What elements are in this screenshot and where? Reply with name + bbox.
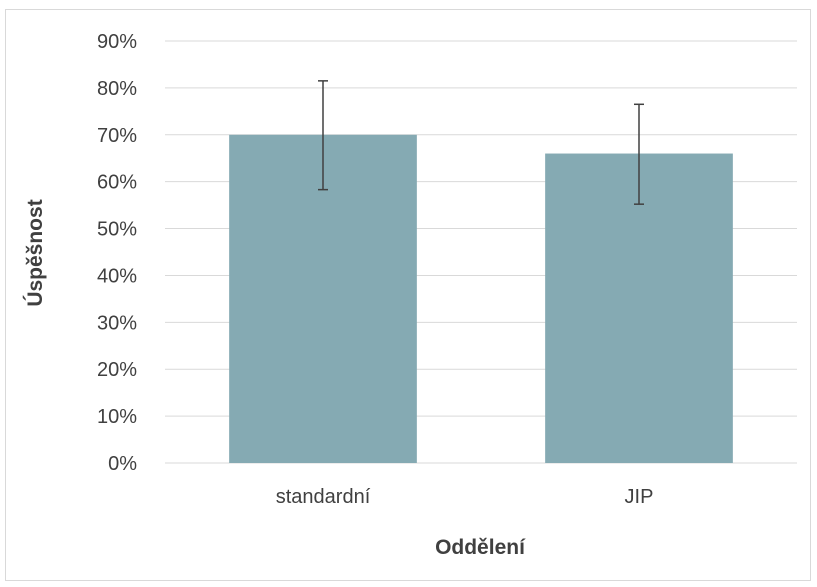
y-tick-label: 10% [97,406,137,428]
y-tick-label: 0% [108,453,137,475]
y-tick-label: 80% [97,78,137,100]
y-tick-label: 30% [97,312,137,334]
y-tick-label: 60% [97,172,137,194]
x-tick-label: standardní [276,486,371,508]
error-bars [318,80,644,205]
y-axis-tick-labels: 0% 10% 20% 30% 40% 50% 60% 70% 80% 90% [97,31,137,475]
x-axis-title: Oddělení [435,536,526,559]
x-axis-tick-labels: standardní JIP [276,486,654,508]
y-tick-label: 70% [97,125,137,147]
error-bar [634,103,644,205]
y-tick-label: 20% [97,359,137,381]
y-tick-label: 40% [97,265,137,287]
bar-jip [545,153,733,464]
y-axis-title: Úspěšnost [23,199,47,306]
y-tick-label: 50% [97,219,137,241]
bars [229,134,733,464]
y-tick-label: 90% [97,31,137,53]
x-tick-label: JIP [625,486,654,508]
error-bar [318,80,328,191]
